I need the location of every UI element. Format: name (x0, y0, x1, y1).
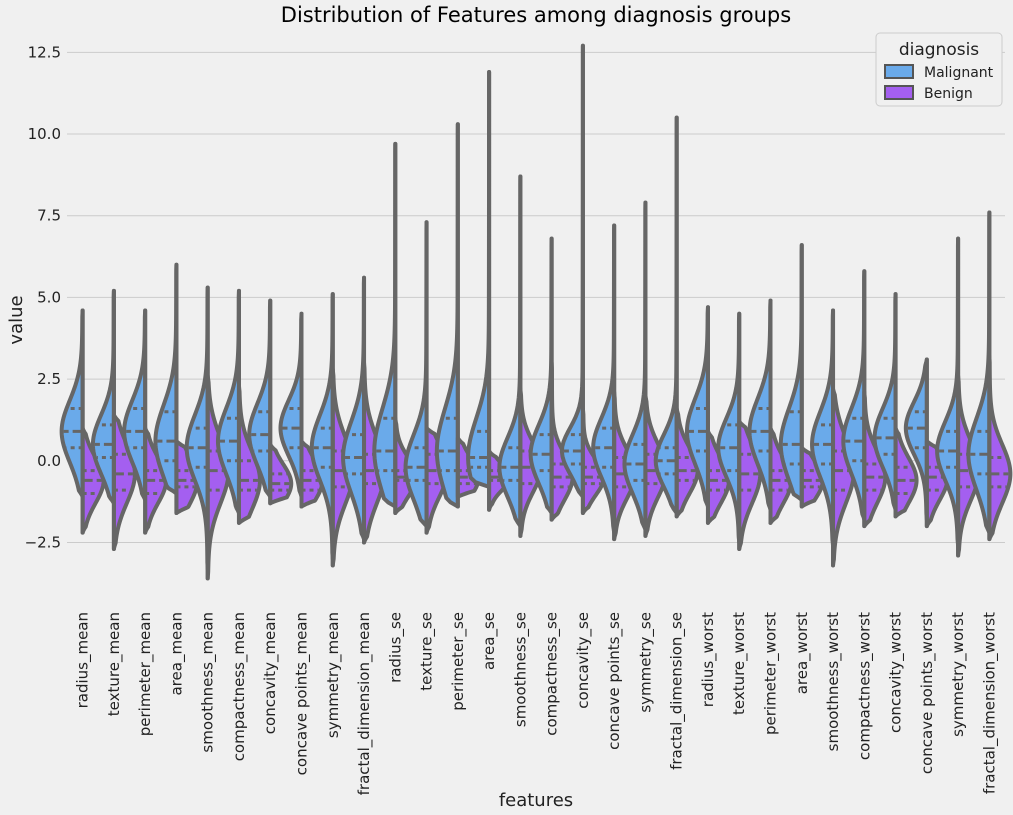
x-tick-label: area_worst (793, 612, 812, 694)
x-tick-label: smoothness_worst (824, 612, 843, 751)
x-tick-label: concavity_mean (261, 612, 280, 734)
x-tick-label: fractal_dimension_worst (980, 612, 999, 794)
x-tick-label: symmetry_worst (949, 612, 968, 737)
y-tick-label: 2.5 (37, 370, 61, 388)
violins (59, 43, 1013, 581)
x-tick-label: symmetry_se (636, 612, 655, 713)
x-tick-label: fractal_dimension_mean (355, 612, 374, 795)
x-tick-label: texture_worst (730, 612, 749, 715)
x-tick-label: compactness_mean (230, 612, 249, 761)
x-tick-label: fractal_dimension_se (668, 612, 687, 770)
x-tick-label: perimeter_mean (136, 612, 155, 736)
legend-swatch-malignant (884, 64, 914, 79)
x-tick-label: concave points_worst (918, 612, 937, 774)
legend-label-benign: Benign (924, 86, 973, 102)
x-tick-label: symmetry_mean (324, 612, 343, 738)
legend-label-malignant: Malignant (924, 65, 994, 81)
legend: diagnosis Malignant Benign (875, 32, 1003, 107)
x-tick-label: area_mean (167, 612, 186, 696)
x-tick-label: compactness_se (543, 612, 562, 736)
x-tick-label: perimeter_se (449, 612, 468, 711)
plot-background (67, 36, 1005, 598)
x-tick-label: radius_mean (74, 612, 93, 708)
x-tick-label: texture_se (418, 612, 437, 691)
y-tick-label: 10.0 (28, 125, 61, 143)
y-tick-label: −2.5 (25, 533, 61, 551)
violin-half-benign (893, 426, 919, 519)
legend-swatch-benign (884, 85, 914, 100)
x-tick-label: concavity_se (574, 612, 593, 709)
x-tick-label: concavity_worst (887, 612, 906, 733)
x-tick-label: texture_mean (105, 612, 124, 716)
x-tick-label: radius_se (386, 612, 405, 683)
y-tick-label: 12.5 (28, 43, 61, 61)
chart-title: Distribution of Features among diagnosis… (281, 3, 791, 27)
y-tick-label: 7.5 (37, 207, 61, 225)
y-tick-label: 5.0 (37, 288, 61, 306)
x-tick-label: area_se (480, 612, 499, 670)
x-tick-labels: radius_mean texture_mean perimeter_mean are… (74, 612, 1000, 795)
x-tick-label: radius_worst (699, 612, 718, 707)
legend-title: diagnosis (899, 40, 979, 60)
y-tick-label: 0.0 (37, 452, 61, 470)
x-tick-label: smoothness_se (511, 612, 530, 727)
x-axis-label: features (499, 790, 573, 811)
x-tick-label: concave points_se (605, 612, 624, 750)
x-tick-label: smoothness_mean (199, 612, 218, 753)
y-axis-label: value (6, 295, 27, 344)
x-tick-label: concave points_mean (293, 612, 312, 775)
y-tick-labels: −2.5 0.0 2.5 5.0 7.5 10.0 12.5 (25, 43, 61, 551)
x-tick-label: perimeter_worst (762, 612, 781, 735)
x-tick-label: compactness_worst (855, 612, 874, 760)
